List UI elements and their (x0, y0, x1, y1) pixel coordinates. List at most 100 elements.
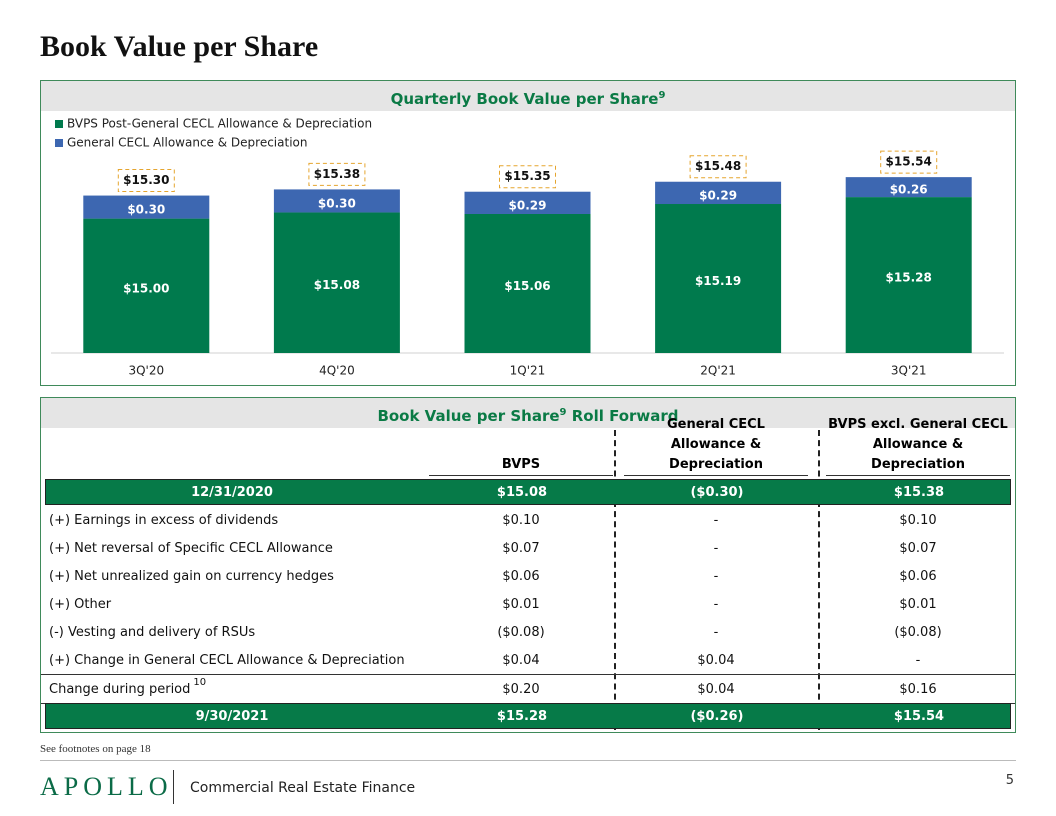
column-header: BVPS excl. General CECL Allowance & Depre… (826, 417, 1010, 476)
table-row: (+) Change in General CECL Allowance & D… (41, 646, 1015, 674)
table-row: 12/31/2020 $15.08 ($0.30) $15.38 (45, 479, 1011, 505)
column-separator (818, 430, 820, 730)
column-header-line: Allowance & Depreciation (871, 437, 965, 472)
cell-value: $0.20 (502, 681, 540, 697)
cell-value: $0.07 (899, 540, 937, 556)
bar-segment (655, 181, 782, 205)
chart: BVPS Post-General CECL Allowance & Depre… (51, 117, 1004, 378)
table-row: (+) Other $0.01 - $0.01 (41, 590, 1015, 618)
row-label-text: (+) Net reversal of Specific CECL Allowa… (49, 540, 333, 556)
cell-value: $0.04 (502, 652, 540, 668)
total-label: $15.35 (504, 169, 550, 183)
total-label: $15.48 (695, 159, 741, 173)
value-label: $0.29 (699, 188, 737, 202)
cell-value: $15.38 (893, 484, 945, 500)
cell-value: ($0.08) (894, 624, 942, 640)
legend-label: BVPS Post-General CECL Allowance & Depre… (67, 117, 372, 131)
cell-value: ($0.26) (690, 708, 744, 724)
bar-segment (845, 177, 972, 198)
table-title: Book Value per Share (377, 407, 560, 425)
x-tick-label: 1Q'21 (510, 364, 546, 378)
cell-value: ($0.30) (690, 484, 744, 500)
value-label: $15.28 (886, 271, 932, 285)
cell-value: $0.01 (899, 596, 937, 612)
row-label: 12/31/2020 (46, 480, 418, 504)
logo: APOLLO (40, 772, 173, 801)
row-label: (-) Vesting and delivery of RSUs (49, 618, 255, 646)
row-label-text: (+) Other (49, 596, 112, 612)
row-label: (+) Net unrealized gain on currency hedg… (49, 562, 334, 590)
total-label: $15.54 (886, 155, 932, 169)
row-label: (+) Net reversal of Specific CECL Allowa… (49, 534, 333, 562)
x-tick-label: 4Q'20 (319, 364, 355, 378)
footnote-ref: 9 (559, 407, 567, 418)
bar-segment (83, 195, 210, 219)
x-tick-label: 3Q'21 (891, 364, 927, 378)
cell-value: - (915, 652, 921, 668)
chart-panel: Quarterly Book Value per Share9 BVPS Pos… (40, 80, 1016, 386)
row-label-text: (+) Net unrealized gain on currency hedg… (49, 568, 334, 584)
footnote: See footnotes on page 18 (40, 743, 151, 755)
total-box (499, 165, 556, 189)
total-box (117, 169, 175, 193)
bar-segment (464, 191, 591, 214)
legend-swatch (55, 120, 63, 128)
row-label: Change during period 10 (49, 675, 206, 703)
value-label: $0.29 (509, 198, 547, 212)
cell-value: $0.16 (899, 681, 937, 697)
column-header-line: General CECL (667, 417, 765, 432)
value-label: $15.19 (695, 274, 741, 288)
total-box (308, 162, 366, 186)
row-label-text: Change during period (49, 681, 191, 697)
cell-value: $15.54 (893, 708, 945, 724)
table-row: (+) Net unrealized gain on currency hedg… (41, 562, 1015, 590)
row-label-text: 9/30/2021 (195, 708, 269, 724)
column-header: General CECL Allowance & Depreciation (624, 417, 808, 476)
x-tick-label: 2Q'21 (700, 364, 736, 378)
legend-label: General CECL Allowance & Depreciation (67, 136, 307, 150)
cell-value: $0.04 (697, 681, 735, 697)
table-row: (+) Earnings in excess of dividends $0.10… (41, 506, 1015, 534)
bar-segment (464, 213, 591, 353)
page-number: 5 (1005, 773, 1014, 788)
row-label-text: (+) Change in General CECL Allowance & D… (49, 652, 405, 668)
logo-divider (173, 770, 174, 804)
cell-value: $0.04 (697, 652, 735, 668)
value-label: $0.30 (127, 203, 165, 217)
bar-segment (845, 197, 972, 353)
table-panel: Book Value per Share9 Roll Forward BVPS G… (40, 397, 1016, 733)
footnote-ref: 10 (193, 677, 207, 688)
cell-value: $0.07 (502, 540, 540, 556)
division: Commercial Real Estate Finance (190, 780, 416, 796)
value-label: $15.06 (504, 279, 550, 293)
total-label: $15.38 (314, 167, 360, 181)
column-separator (614, 430, 616, 730)
footer-rule (40, 760, 1016, 761)
cell-value: $15.28 (496, 708, 548, 724)
column-header-line: BVPS excl. General CECL (828, 417, 1008, 432)
total-label: $15.30 (123, 173, 169, 187)
chart-header: Quarterly Book Value per Share9 (41, 81, 1015, 111)
table-title-suffix: Roll Forward (571, 407, 679, 425)
column-header-line: Allowance & Depreciation (669, 437, 763, 472)
value-label: $15.08 (314, 278, 360, 292)
chart-title: Quarterly Book Value per Share (390, 90, 659, 108)
row-label-text: 12/31/2020 (191, 484, 273, 500)
cell-value: - (713, 540, 719, 556)
bar-segment (83, 218, 210, 353)
cell-value: - (713, 568, 719, 584)
cell-value: $0.10 (502, 512, 540, 528)
row-label: (+) Other (49, 590, 111, 618)
value-label: $0.26 (890, 183, 928, 197)
row-label: (+) Change in General CECL Allowance & D… (49, 646, 405, 674)
table-row: Change during period 10 $0.20 $0.04 $0.16 (41, 674, 1015, 704)
x-tick-label: 3Q'20 (128, 364, 164, 378)
bar-segment (273, 189, 400, 213)
column-header-line: BVPS (501, 457, 541, 472)
cell-value: ($0.08) (497, 624, 545, 640)
row-label-text: (+) Earnings in excess of dividends (49, 512, 279, 528)
table-row: 9/30/2021 $15.28 ($0.26) $15.54 (45, 703, 1011, 729)
cell-value: $0.06 (502, 568, 540, 584)
row-label-text: (-) Vesting and delivery of RSUs (49, 624, 256, 640)
